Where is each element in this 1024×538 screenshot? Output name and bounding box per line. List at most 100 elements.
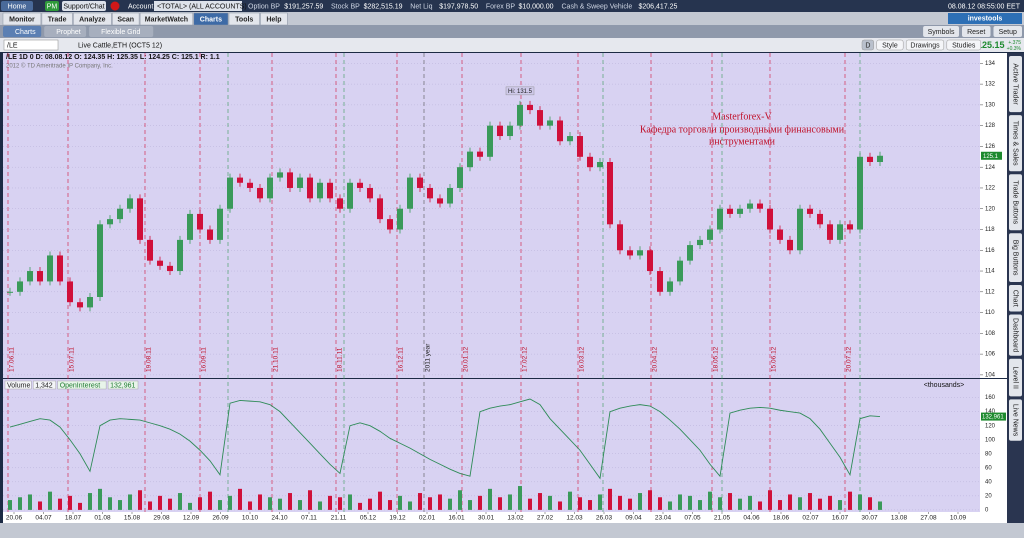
date-line-label: 19.08.11 — [146, 347, 153, 372]
chart-button[interactable] — [946, 39, 981, 51]
volume-bar — [718, 497, 722, 510]
volume-bar — [808, 493, 812, 510]
side-tab[interactable] — [1009, 233, 1022, 282]
chart-button[interactable] — [905, 39, 945, 51]
toolbar-button[interactable] — [993, 26, 1023, 37]
symbol-input[interactable] — [3, 39, 59, 51]
x-tick-label: 21.05 — [714, 515, 731, 522]
side-tab[interactable] — [1009, 56, 1022, 113]
bottom-bar — [0, 523, 1024, 538]
candle — [867, 156, 873, 162]
pm-button[interactable] — [45, 1, 59, 11]
subtab[interactable] — [44, 26, 87, 37]
tab[interactable] — [228, 12, 260, 26]
volume-bar — [388, 500, 392, 510]
side-tab-label: Dashboard — [1012, 318, 1019, 352]
candle — [157, 260, 163, 266]
volume-bar — [838, 500, 842, 510]
x-tick-label: 15.08 — [124, 515, 141, 522]
side-tab[interactable] — [1009, 399, 1022, 441]
toolbar-button[interactable] — [923, 26, 959, 37]
volume-bar — [748, 495, 752, 510]
y-tick-label: 140 — [985, 409, 996, 415]
subtab-label: Flexible Grid — [101, 29, 140, 36]
toolbar-button[interactable] — [962, 26, 991, 37]
side-tab[interactable] — [1009, 358, 1022, 397]
tab[interactable] — [260, 12, 288, 26]
volume-bar — [698, 500, 702, 510]
tab-label: Tools — [235, 16, 253, 23]
subtab[interactable] — [89, 26, 154, 37]
candle — [497, 125, 503, 137]
chart-button[interactable] — [876, 39, 904, 51]
chart-button[interactable] — [861, 39, 874, 51]
x-tick-label: 30.07 — [861, 515, 878, 522]
candle — [537, 110, 543, 126]
candle — [617, 224, 623, 251]
volume-bar — [128, 494, 132, 510]
volume-bar — [628, 498, 632, 510]
tab[interactable] — [112, 12, 140, 26]
volume-bar — [768, 490, 772, 510]
candle — [47, 255, 53, 282]
annotation-line: инструментами — [709, 136, 776, 147]
tab-label: Help — [266, 16, 281, 23]
candle — [807, 208, 813, 214]
volume-bar — [858, 494, 862, 510]
tab[interactable] — [139, 12, 194, 26]
subtab[interactable] — [3, 26, 42, 37]
volume-bar — [238, 488, 242, 510]
candle — [507, 125, 513, 137]
account-select[interactable] — [154, 1, 242, 11]
x-tick-label: 26.03 — [596, 515, 613, 522]
date-line-label: 20.01.12 — [463, 346, 470, 372]
candle — [667, 281, 673, 292]
subtab-label: Charts — [15, 29, 36, 36]
last-price-label: 125.1 — [983, 154, 999, 160]
balance-value: $197,978.50 — [439, 3, 478, 10]
volume-bar — [518, 486, 522, 510]
candle — [857, 156, 863, 230]
x-tick-label: 12.09 — [183, 515, 200, 522]
y-tick-label: 120 — [985, 206, 996, 212]
x-tick-label: 20.06 — [6, 515, 23, 522]
side-tab[interactable] — [1009, 314, 1022, 356]
x-tick-label: 18.07 — [65, 515, 82, 522]
y-tick-label: 120 — [985, 423, 996, 429]
tab[interactable] — [2, 12, 42, 26]
y-tick-label: 60 — [985, 465, 992, 471]
study-label-box — [33, 380, 56, 390]
side-tab[interactable] — [1009, 115, 1022, 172]
subtab-label: Prophet — [56, 29, 81, 36]
home-button[interactable] — [1, 1, 33, 11]
candle — [427, 187, 433, 199]
candle — [357, 182, 363, 188]
tab-label: Charts — [200, 16, 222, 23]
volume-bar — [618, 495, 622, 510]
brand: investools — [968, 15, 1003, 22]
x-tick-label: 07.05 — [684, 515, 701, 522]
support-button[interactable] — [62, 1, 106, 11]
candle — [487, 125, 493, 157]
y-tick-label: 130 — [985, 102, 996, 108]
volume-bar — [818, 498, 822, 510]
candle — [607, 162, 613, 225]
x-tick-label: 26.09 — [212, 515, 229, 522]
volume-bar — [288, 493, 292, 510]
candle — [777, 229, 783, 240]
chart-button-label: D — [865, 42, 870, 49]
x-tick-label: 30.01 — [478, 515, 495, 522]
tab[interactable] — [73, 12, 112, 26]
candle — [717, 208, 723, 230]
tab[interactable] — [41, 12, 73, 26]
volume-bar — [578, 497, 582, 510]
volume-bar — [328, 495, 332, 510]
volume-bar — [708, 491, 712, 510]
side-tab[interactable] — [1009, 285, 1022, 312]
tab[interactable] — [193, 12, 229, 26]
side-tab-label: Times & Sales — [1012, 121, 1019, 166]
side-tab[interactable] — [1009, 174, 1022, 231]
volume-bar — [538, 493, 542, 510]
candle — [137, 198, 143, 240]
candle — [167, 265, 173, 272]
